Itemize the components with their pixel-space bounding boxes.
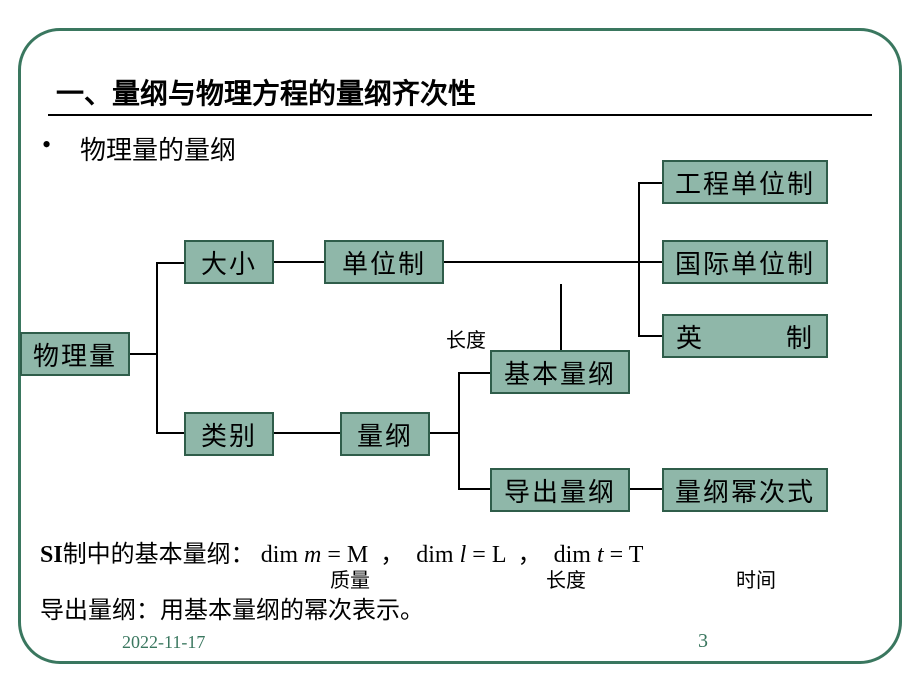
si-sep-2: ， — [518, 542, 542, 568]
edge — [638, 261, 662, 263]
footer-date: 2022-11-17 — [122, 632, 205, 653]
edge — [638, 182, 662, 184]
node-size: 大小 — [184, 240, 274, 284]
edge — [274, 261, 324, 263]
si-bold: SI — [40, 542, 63, 568]
si-sub-1: 质量 — [330, 564, 370, 593]
edge — [130, 353, 156, 355]
label-length: 长度 — [446, 324, 486, 353]
si-eq-2: L — [492, 542, 506, 568]
si-var-3: t — [597, 542, 604, 568]
edge — [638, 182, 640, 337]
node-imperial-b: 制 — [786, 318, 814, 355]
edge — [444, 261, 640, 263]
title-underline — [48, 114, 872, 116]
node-dimension: 量纲 — [340, 412, 430, 456]
si-eq-3: T — [629, 542, 644, 568]
edge — [156, 262, 158, 434]
edge — [458, 372, 460, 490]
edge — [156, 432, 184, 434]
edge — [156, 262, 184, 264]
node-derived-dim: 导出量纲 — [490, 468, 630, 512]
node-imperial-a: 英 — [676, 318, 704, 355]
si-rest: 制中的基本量纲： — [63, 542, 255, 568]
edge — [638, 335, 662, 337]
si-dim-word-2: dim — [416, 542, 459, 568]
si-sub-3: 时间 — [736, 564, 776, 593]
node-unit-sys: 单位制 — [324, 240, 444, 284]
edge — [560, 284, 562, 350]
edge — [430, 432, 460, 434]
si-var-1: m — [304, 542, 321, 568]
node-category: 类别 — [184, 412, 274, 456]
node-phys-qty: 物理量 — [20, 332, 130, 376]
edge — [458, 372, 490, 374]
si-dim-word-1: dim — [261, 542, 304, 568]
node-imperial: 英 制 — [662, 314, 828, 358]
node-basic-dim: 基本量纲 — [490, 350, 630, 394]
bullet-dot: • — [42, 130, 51, 160]
edge — [630, 488, 662, 490]
slide-title: 一、量纲与物理方程的量纲齐次性 — [56, 72, 476, 112]
footer-page-number: 3 — [698, 630, 708, 653]
edge — [274, 432, 340, 434]
si-sub-2: 长度 — [546, 564, 586, 593]
si-var-2: l — [460, 542, 467, 568]
bullet-text: 物理量的量纲 — [80, 130, 236, 167]
node-eng-unit: 工程单位制 — [662, 160, 828, 204]
node-intl-unit: 国际单位制 — [662, 240, 828, 284]
edge — [458, 488, 490, 490]
derived-dim-text: 导出量纲：用基本量纲的幂次表示。 — [40, 590, 424, 625]
si-sep-1: ， — [380, 542, 404, 568]
node-dim-power: 量纲幂次式 — [662, 468, 828, 512]
